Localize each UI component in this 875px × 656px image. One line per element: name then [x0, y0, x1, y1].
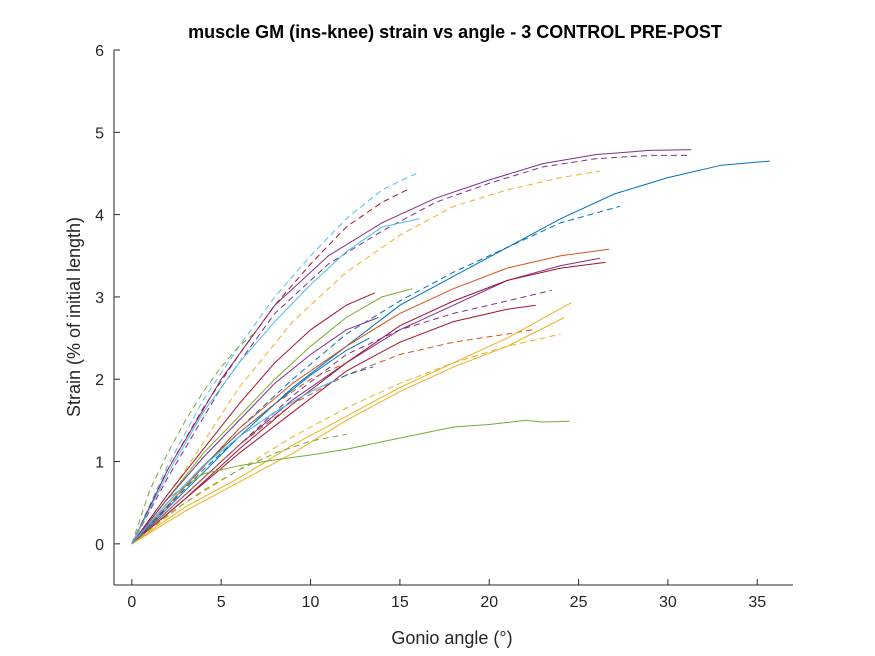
series-layer	[131, 149, 770, 545]
x-tick-label: 35	[748, 594, 766, 611]
x-tick-label: 15	[391, 594, 409, 611]
series-line-20	[131, 288, 413, 545]
series-line-25	[131, 292, 376, 545]
series-line-1	[131, 149, 692, 545]
chart-title: muscle GM (ins-knee) strain vs angle - 3…	[188, 22, 722, 42]
y-axis-label: Strain (% of initial length)	[64, 217, 84, 417]
y-tick-label: 5	[95, 125, 104, 142]
series-line-17	[131, 333, 561, 545]
series-line-2	[131, 154, 692, 545]
series-line-6	[131, 171, 420, 545]
series-line-4	[131, 205, 620, 545]
x-tick-label: 30	[659, 594, 677, 611]
y-tick-label: 1	[95, 455, 104, 472]
series-line-21	[131, 433, 347, 545]
series-line-27	[131, 378, 338, 545]
x-tick-label: 10	[302, 594, 320, 611]
series-line-15	[131, 302, 572, 545]
y-tick-label: 0	[95, 537, 104, 554]
axes-layer	[113, 50, 793, 586]
series-line-16	[131, 317, 565, 545]
series-line-10	[131, 257, 601, 545]
y-tick-label: 6	[95, 43, 104, 60]
x-tick-label: 25	[570, 594, 588, 611]
x-axis-label: Gonio angle (°)	[391, 628, 512, 648]
series-line-5	[131, 170, 601, 545]
x-tick-label: 20	[480, 594, 498, 611]
series-line-8	[131, 218, 420, 545]
x-tick-label: 0	[127, 594, 136, 611]
series-line-7	[131, 189, 408, 545]
x-ticks: 0 5 10 15 20 25 30 35	[127, 579, 766, 611]
series-line-11	[131, 261, 606, 545]
y-tick-label: 4	[95, 208, 104, 225]
x-tick-label: 5	[217, 594, 226, 611]
y-ticks: 0 1 2 3 4 5 6	[95, 43, 120, 554]
y-tick-label: 2	[95, 372, 104, 389]
series-line-18	[131, 419, 570, 545]
y-tick-label: 3	[95, 290, 104, 307]
series-line-19	[131, 333, 254, 544]
series-line-14	[131, 304, 536, 545]
series-line-26	[131, 317, 379, 545]
